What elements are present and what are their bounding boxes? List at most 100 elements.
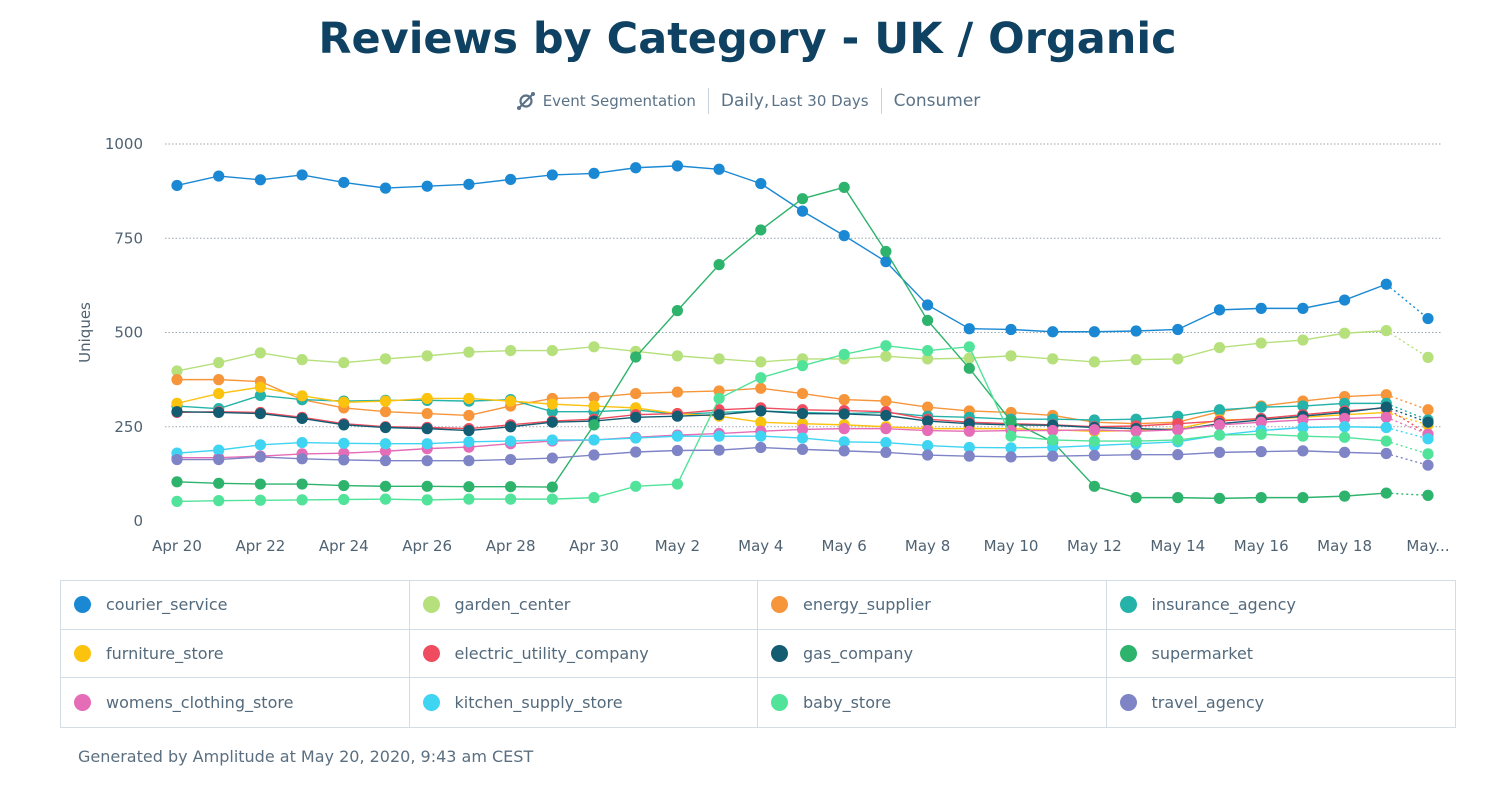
data-point	[379, 353, 392, 365]
legend-item-garden_center[interactable]: garden_center	[409, 581, 758, 630]
date-range-prefix: Daily,	[720, 91, 770, 111]
data-point	[838, 230, 850, 242]
legend-swatch	[74, 644, 91, 662]
data-point	[213, 387, 225, 400]
event-segmentation-label: Event Segmentation	[503, 88, 708, 114]
event-segmentation-icon	[516, 92, 535, 110]
data-point	[379, 438, 392, 450]
data-point	[880, 423, 892, 435]
legend-item-supermarket[interactable]: supermarket	[1106, 630, 1455, 679]
data-point	[755, 405, 767, 417]
legend-label: supermarket	[1151, 643, 1254, 663]
data-point	[463, 346, 475, 358]
data-point	[630, 432, 642, 444]
data-point	[1088, 449, 1100, 462]
data-point	[1339, 431, 1351, 443]
data-point	[296, 169, 308, 181]
data-point	[421, 455, 433, 467]
data-point	[254, 478, 266, 490]
legend-item-gas_company[interactable]: gas_company	[758, 629, 1107, 679]
data-point	[963, 341, 975, 353]
data-point	[171, 476, 183, 488]
data-point	[1422, 404, 1434, 416]
legend-item-travel_agency[interactable]: travel_agency	[1107, 678, 1456, 727]
data-point	[1297, 430, 1309, 442]
data-point	[213, 477, 225, 489]
legend-item-womens_clothing_store[interactable]: womens_clothing_store	[61, 678, 410, 727]
event-type-text: Event Segmentation	[542, 92, 696, 110]
data-point	[838, 348, 850, 360]
data-point	[546, 169, 558, 181]
data-point	[713, 430, 725, 442]
legend-item-insurance_agency[interactable]: insurance_agency	[1106, 581, 1455, 630]
data-point	[630, 387, 642, 400]
data-point	[1088, 326, 1100, 338]
data-point	[171, 374, 183, 386]
data-point	[796, 193, 809, 205]
series-line	[176, 426, 1387, 454]
series-baby_store	[171, 340, 1434, 507]
data-point	[1255, 492, 1267, 504]
data-point	[1339, 327, 1351, 339]
data-point	[254, 494, 266, 506]
data-point	[922, 449, 934, 461]
series-line-partial	[1386, 402, 1429, 421]
data-point	[963, 425, 975, 437]
data-point	[963, 352, 975, 364]
data-point	[796, 432, 809, 444]
data-point	[254, 347, 266, 359]
data-point	[671, 305, 684, 317]
legend-label: courier_service	[106, 595, 228, 615]
chart-legend: courier_service garden_center energy_suppl…	[60, 580, 1456, 728]
data-point	[546, 416, 558, 428]
data-point	[1380, 421, 1392, 434]
data-point	[546, 493, 558, 505]
data-point	[1005, 350, 1017, 362]
data-point	[1213, 341, 1226, 354]
data-point	[1422, 416, 1434, 428]
data-point	[338, 493, 350, 506]
data-point	[838, 423, 850, 435]
data-point	[546, 481, 558, 493]
data-point	[338, 357, 350, 369]
legend-swatch	[1119, 694, 1137, 712]
series-line	[176, 386, 1387, 432]
legend-item-furniture_store[interactable]: furniture_store	[61, 629, 410, 679]
data-point	[755, 224, 767, 236]
series-line	[177, 416, 1387, 459]
chart-title: Reviews by Category - UK / Organic	[318, 14, 1177, 64]
data-point	[588, 400, 600, 412]
data-point	[1088, 356, 1100, 368]
data-point	[1380, 325, 1392, 337]
data-point	[880, 436, 892, 449]
x-tick-label: May 16	[1234, 537, 1289, 555]
data-point	[171, 397, 183, 409]
x-tick-label: May 2	[655, 537, 700, 555]
data-point	[963, 441, 975, 454]
data-point	[379, 395, 392, 407]
y-tick-label: 1000	[105, 135, 143, 153]
data-point	[1213, 492, 1226, 504]
legend-item-energy_supplier[interactable]: energy_supplier	[758, 581, 1107, 630]
data-point	[421, 494, 433, 506]
data-point	[421, 423, 433, 435]
legend-item-baby_store[interactable]: baby_store	[758, 678, 1107, 727]
data-point	[671, 478, 684, 490]
data-point	[338, 176, 350, 189]
data-point	[713, 259, 725, 271]
data-point	[1380, 435, 1392, 447]
legend-label: garden_center	[454, 595, 571, 615]
series-line	[176, 186, 1387, 500]
legend-item-courier_service[interactable]: courier_service	[61, 581, 410, 630]
series-supermarket	[171, 181, 1434, 504]
data-point	[755, 430, 767, 442]
data-point	[171, 406, 183, 418]
legend-item-electric_utility_company[interactable]: electric_utility_company	[409, 629, 758, 679]
data-point	[1380, 447, 1392, 460]
data-point	[630, 446, 642, 458]
data-point	[213, 495, 225, 507]
data-point	[421, 180, 433, 192]
legend-item-kitchen_supply_store[interactable]: kitchen_supply_store	[410, 678, 758, 727]
data-point	[796, 360, 809, 372]
data-point	[755, 372, 767, 384]
